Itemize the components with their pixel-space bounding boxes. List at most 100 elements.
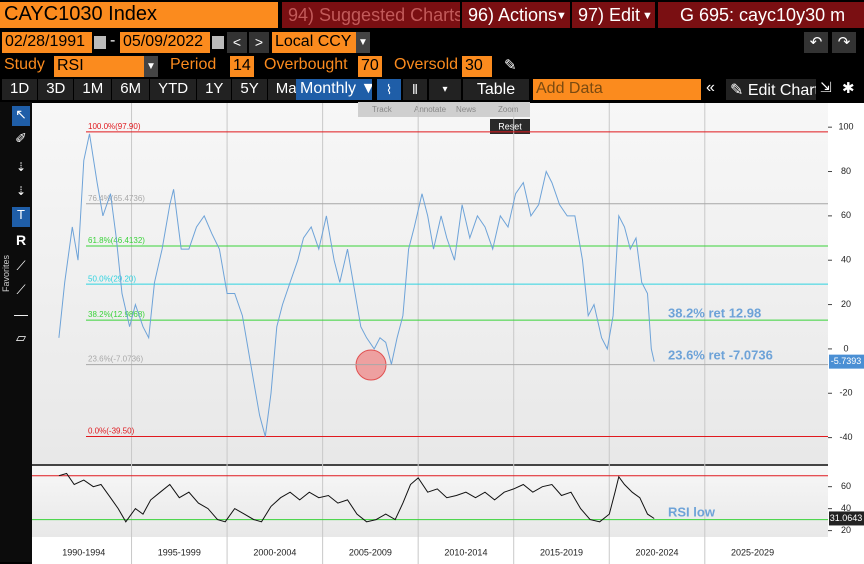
oversold-label: Oversold xyxy=(394,56,459,73)
export-icon[interactable]: ⇲ xyxy=(820,79,832,95)
retracement-label: 0.0%(-39.50) xyxy=(88,427,135,436)
range-button[interactable]: 1D xyxy=(2,79,38,100)
text-tool[interactable]: T xyxy=(12,207,30,227)
range-button[interactable]: 6M xyxy=(112,79,150,100)
frequency-text: Monthly xyxy=(300,80,357,97)
y-tick-label: 60 xyxy=(841,481,851,491)
tools-bar xyxy=(358,102,530,117)
next-button[interactable]: > xyxy=(249,32,269,53)
actions-menu[interactable]: 96) Actions xyxy=(462,2,556,28)
range-button[interactable]: 1Y xyxy=(197,79,232,100)
redo-button[interactable]: ↷ xyxy=(832,32,856,53)
study-field[interactable]: RSI xyxy=(54,56,144,77)
last-value-box xyxy=(829,511,864,526)
retracement-label: 38.2%(12.9868) xyxy=(88,310,145,319)
y-tick-label: 20 xyxy=(841,299,851,309)
calendar-icon[interactable] xyxy=(94,36,106,49)
currency-field[interactable]: Local CCY xyxy=(272,32,356,53)
right-axis-band xyxy=(828,103,864,537)
rsi-panel xyxy=(32,466,828,537)
y-tick-label: -20 xyxy=(839,388,852,398)
x-tick-label: 2015-2019 xyxy=(540,547,583,557)
date-separator: - xyxy=(110,32,116,49)
bottom-axis-band xyxy=(32,537,864,564)
settings-icon[interactable]: ✱ xyxy=(842,80,855,97)
oversold-field[interactable]: 30 xyxy=(462,56,492,77)
y-tick-label: 0 xyxy=(843,343,848,353)
y-tick-label: 40 xyxy=(841,255,851,265)
retracement-label: 100.0%(97.90) xyxy=(88,122,141,131)
calendar-icon[interactable] xyxy=(212,36,224,49)
start-date[interactable]: 02/28/1991 xyxy=(2,32,92,53)
pencil-icon[interactable]: ✎ xyxy=(504,57,517,74)
last-value-box xyxy=(829,354,864,369)
range-button[interactable]: 1M xyxy=(74,79,112,100)
study-label: Study xyxy=(4,56,45,73)
period-field[interactable]: 14 xyxy=(230,56,254,77)
undo-button[interactable]: ↶ xyxy=(804,32,828,53)
data-line xyxy=(58,472,655,523)
overbought-field[interactable]: 70 xyxy=(358,56,382,77)
y-tick-label: 60 xyxy=(841,210,851,220)
edit-chart-button[interactable]: ✎ Edit Chart xyxy=(726,79,816,100)
y-tick-label: 40 xyxy=(841,503,851,513)
security-field[interactable]: CAYC1030 Index xyxy=(0,2,278,28)
end-date[interactable]: 05/09/2022 xyxy=(120,32,210,53)
y-tick-label: 20 xyxy=(841,525,851,535)
chart-type-button[interactable]: ⌇ xyxy=(377,79,401,100)
edit-menu[interactable]: 97) Edit xyxy=(572,2,642,28)
trend-tool[interactable]: ⟋ xyxy=(16,258,26,273)
retracement-label: 50.0%(29.20) xyxy=(88,274,136,283)
dropdown-arrow[interactable]: ▼ xyxy=(144,56,158,77)
left-toolbar: ↖ ✐ ⇣ ⇣ T R ⟋ ⟋ — ▱ Favorites xyxy=(0,102,32,562)
reset-button[interactable] xyxy=(490,119,530,134)
x-tick-label: 2000-2004 xyxy=(253,547,296,557)
dropdown-arrow: ▼ xyxy=(556,2,570,28)
edit-chart-text: Edit Chart xyxy=(747,82,816,99)
range-button[interactable]: 3D xyxy=(38,79,74,100)
x-tick-label: 1990-1994 xyxy=(62,547,105,557)
tool-button[interactable]: Zoom xyxy=(498,105,519,114)
price-tool[interactable]: ⇣ xyxy=(15,184,27,198)
percent-tool[interactable]: ⇣ xyxy=(15,160,27,174)
x-tick-label: 2020-2024 xyxy=(636,547,679,557)
dropdown-arrow: ▼ xyxy=(642,2,655,28)
annotation: 23.6% ret -7.0736 xyxy=(668,347,773,362)
page-code: G 695: cayc10y30 m xyxy=(658,2,864,28)
pointer-tool[interactable]: ↖ xyxy=(12,106,30,126)
dropdown-arrow[interactable]: ▼ xyxy=(356,32,370,53)
x-tick-label: 2005-2009 xyxy=(349,547,392,557)
data-line xyxy=(58,133,655,437)
x-tick-label: 1995-1999 xyxy=(158,547,201,557)
last-value-label: 31.0643 xyxy=(830,513,863,523)
tool-button[interactable]: Annotate xyxy=(414,105,447,114)
suggested-charts[interactable]: 94) Suggested Charts xyxy=(282,2,460,28)
tool-button[interactable]: News xyxy=(456,105,476,114)
retracement-label: 23.6%(-7.0736) xyxy=(88,355,143,364)
range-button[interactable]: 5Y xyxy=(232,79,267,100)
annotation: RSI low xyxy=(668,504,716,519)
collapse-button[interactable]: « xyxy=(706,79,715,96)
prev-button[interactable]: < xyxy=(227,32,247,53)
hline-tool[interactable]: — xyxy=(14,306,28,322)
period-label: Period xyxy=(170,56,217,73)
frequency-button[interactable]: Monthly ▼ xyxy=(296,79,372,100)
reset-text[interactable]: Reset xyxy=(498,121,522,131)
channel-tool[interactable]: ▱ xyxy=(16,330,26,345)
add-data-field[interactable]: Add Data xyxy=(533,79,701,100)
last-value-label: -5.7393 xyxy=(831,356,862,366)
main-panel xyxy=(32,103,828,464)
retracement-tool[interactable]: R xyxy=(15,232,27,248)
more-button[interactable]: ▾ xyxy=(429,79,461,100)
draw-tool[interactable]: ✐ xyxy=(15,130,27,146)
retracement-label: 76.4%(65.4736) xyxy=(88,194,145,203)
range-button[interactable]: YTD xyxy=(150,79,197,100)
bar-type-button[interactable]: ⫴ xyxy=(403,79,427,100)
table-button[interactable]: Table xyxy=(463,79,529,100)
tool-button[interactable]: Track xyxy=(372,105,393,114)
y-tick-label: 80 xyxy=(841,166,851,176)
ray-tool[interactable]: ⟋ xyxy=(16,282,26,297)
annotation: 38.2% ret 12.98 xyxy=(668,305,761,320)
